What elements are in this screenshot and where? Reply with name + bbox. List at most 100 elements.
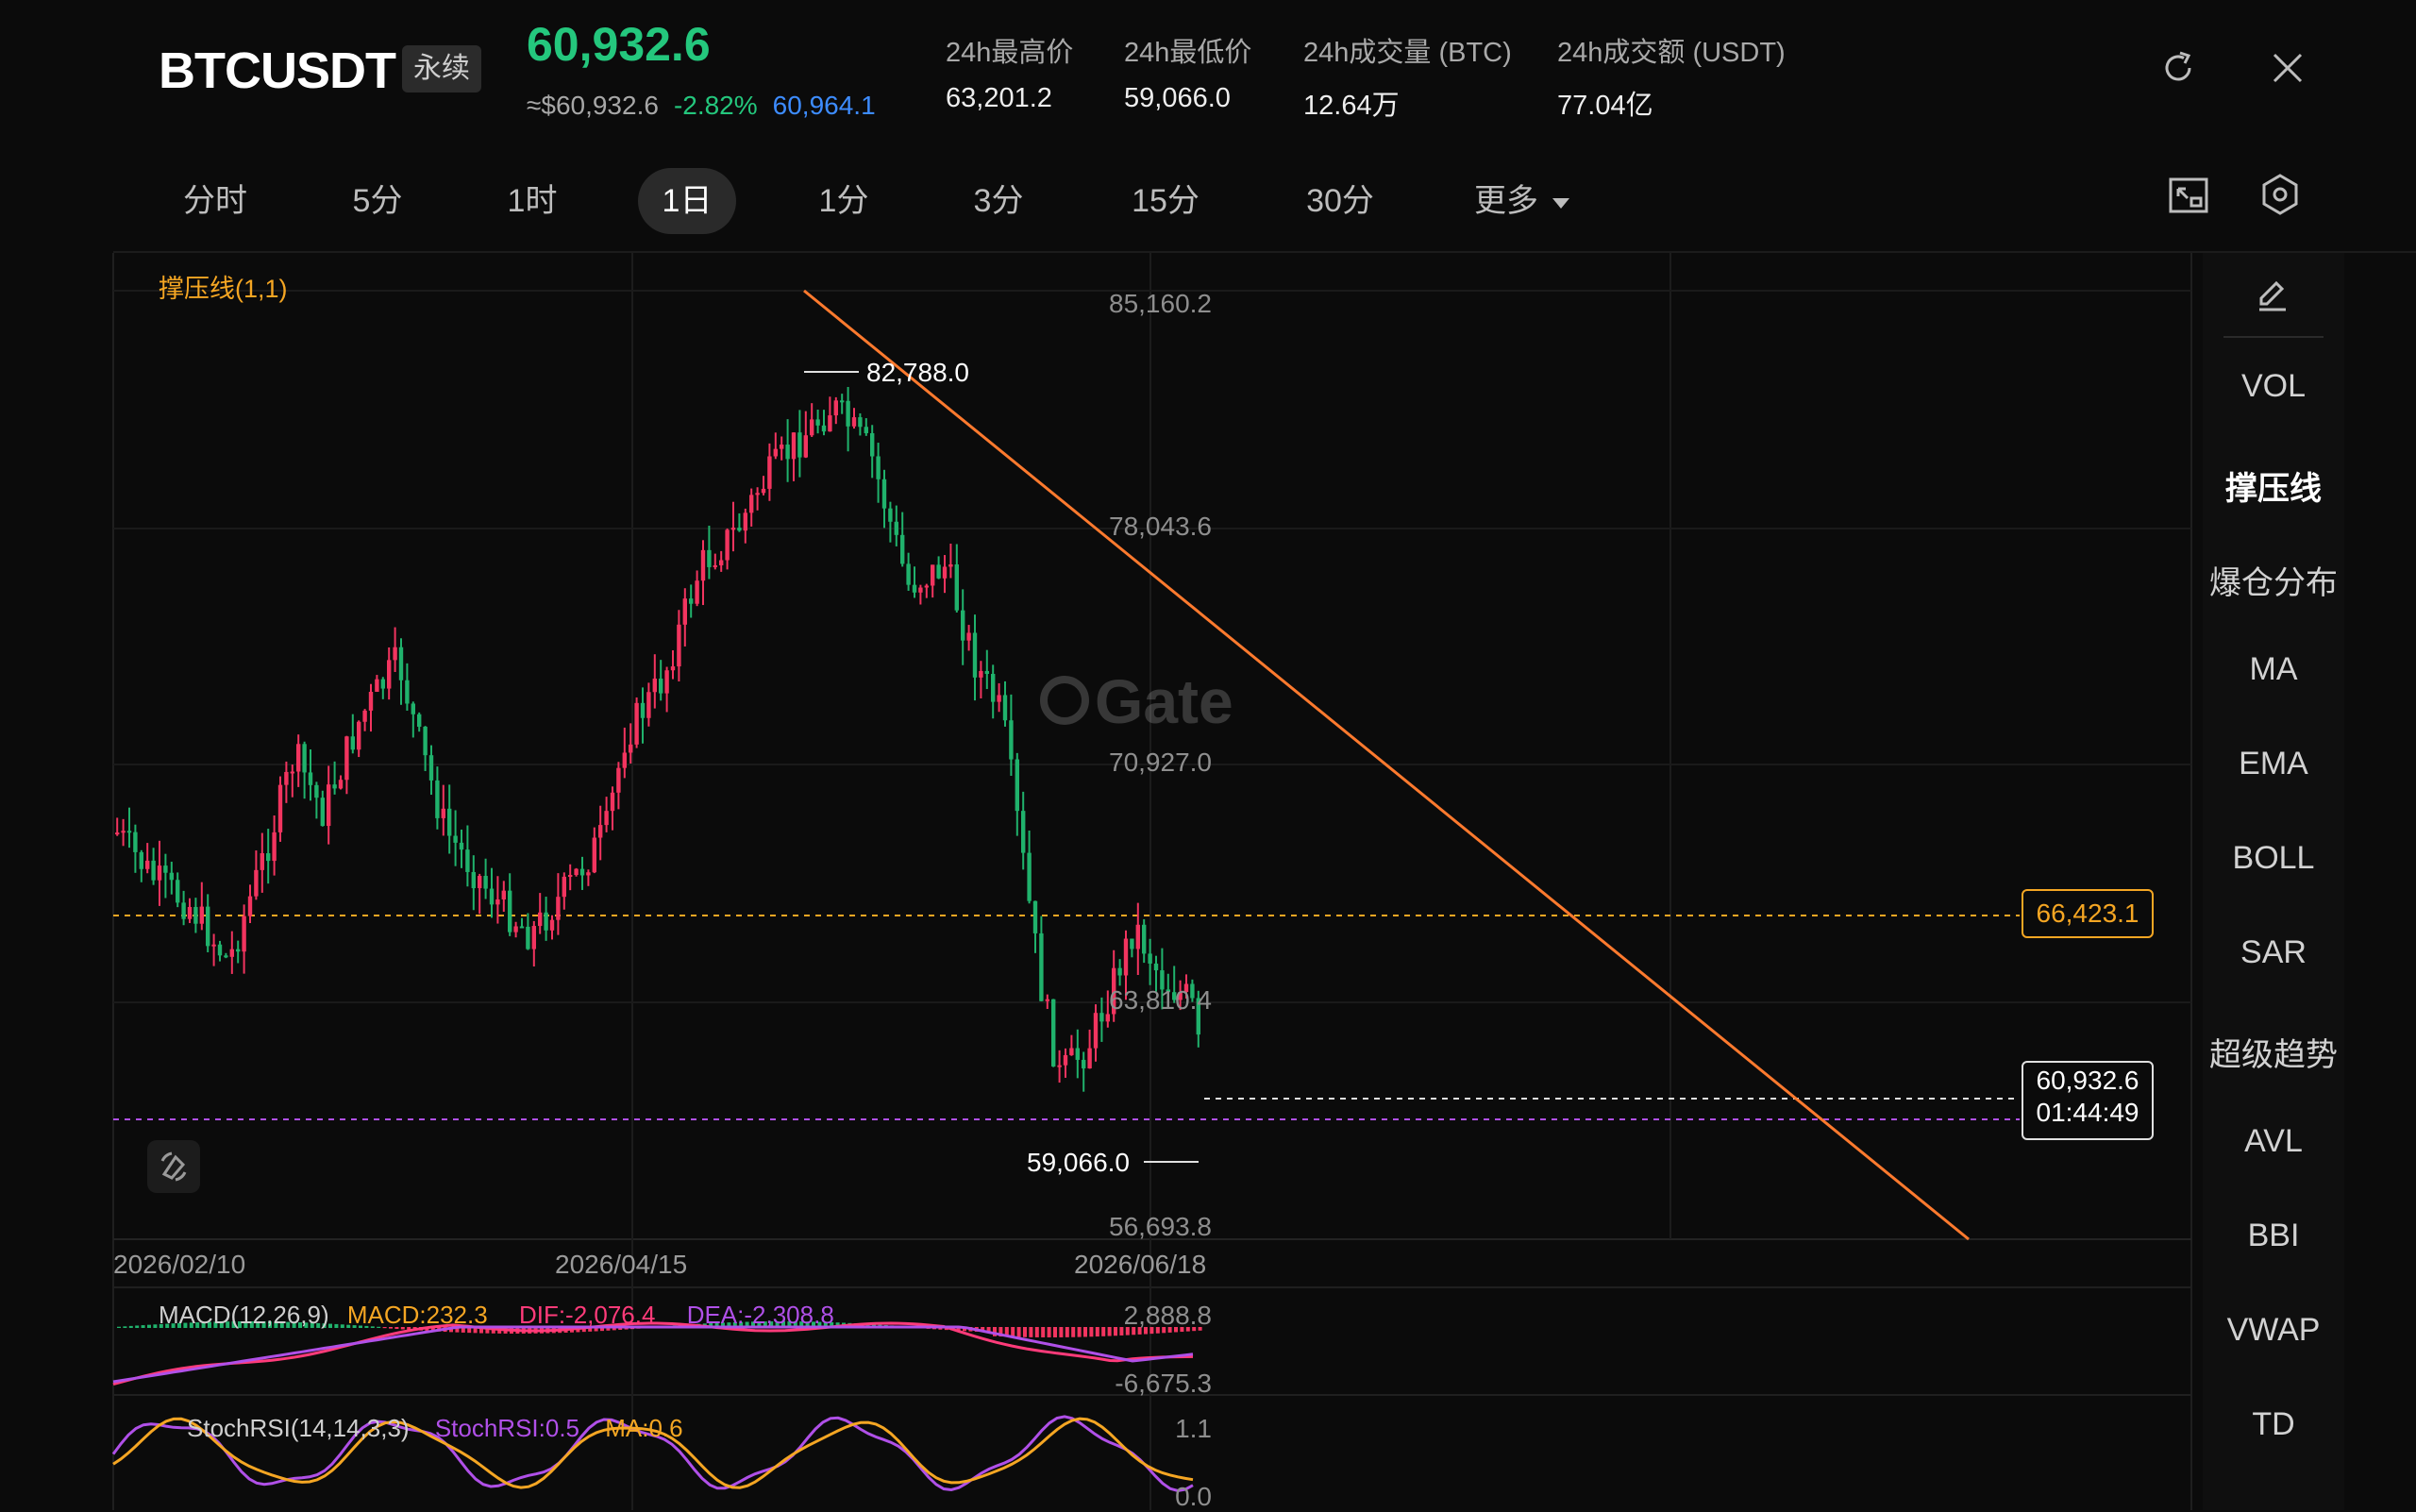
indicator-supertrend[interactable]: 超级趋势 <box>2209 1037 2338 1073</box>
stat-24h-turnover: 24h成交额 (USDT) 77.04亿 <box>1557 30 1786 123</box>
candle-body <box>526 926 530 949</box>
candle-body <box>1082 1059 1086 1068</box>
macd-histogram-bar <box>292 1321 296 1328</box>
indicator-bbi[interactable]: BBI <box>2247 1218 2300 1253</box>
macd-histogram-bar <box>1132 1327 1136 1336</box>
candle-body <box>121 831 126 833</box>
macd-histogram-bar <box>249 1321 254 1328</box>
sidebar-divider <box>2223 336 2324 338</box>
current-price-tag: 60,932.6 01:44:49 <box>2022 1061 2154 1140</box>
candle-body <box>810 419 814 436</box>
dea-line <box>112 1325 1194 1384</box>
indicator-vwap[interactable]: VWAP <box>2226 1312 2321 1348</box>
refresh-icon[interactable] <box>2157 47 2199 89</box>
candle-body <box>380 679 385 689</box>
support-resistance-tag: 66,423.1 <box>2022 889 2154 938</box>
timeframe-tab[interactable]: 1时 <box>507 183 558 219</box>
timeframe-tab[interactable]: 分时 <box>183 183 247 219</box>
timeframe-tab[interactable]: 5分 <box>352 183 403 219</box>
macd-histogram-bar <box>231 1321 236 1328</box>
macd-histogram-bar <box>1101 1327 1106 1336</box>
candle-body <box>284 771 289 785</box>
macd-histogram-bar <box>346 1324 351 1328</box>
candle-body <box>586 872 591 876</box>
macd-histogram-bar <box>805 1321 810 1328</box>
candle-body <box>659 678 663 694</box>
macd-histogram-bar <box>310 1322 314 1328</box>
candle-body <box>260 853 264 870</box>
timeframe-tab[interactable]: 15分 <box>1132 183 1200 219</box>
candlestick-series <box>115 386 1200 1092</box>
indicator-sar[interactable]: SAR <box>2240 934 2307 970</box>
low-marker: 59,066.0 <box>1027 1148 1199 1177</box>
indicator-avl[interactable]: AVL <box>2244 1123 2303 1159</box>
indicator-td[interactable]: TD <box>2252 1406 2295 1442</box>
stat-label: 24h最高价 <box>946 38 1074 68</box>
candle-body <box>664 670 669 694</box>
stochrsi-ma-line <box>112 1417 1194 1489</box>
candle-body <box>997 695 1001 702</box>
indicator-ema[interactable]: EMA <box>2239 746 2308 781</box>
macd-histogram-bar <box>1144 1327 1148 1335</box>
macd-histogram-bar <box>1053 1327 1057 1337</box>
macd-name: MACD(12,26,9) <box>159 1301 329 1329</box>
candle-body <box>652 678 657 693</box>
candle-body <box>966 632 971 641</box>
candle-body <box>1105 1014 1110 1022</box>
indicator-ma[interactable]: MA <box>2249 651 2298 687</box>
price-subrow: ≈$60,932.6 -2.82% 60,964.1 <box>527 91 891 121</box>
macd-histogram-bar <box>219 1321 224 1328</box>
candle-body <box>1160 970 1165 990</box>
macd-histogram-bar <box>286 1321 291 1328</box>
macd-histogram-bar <box>600 1327 604 1332</box>
indicator-vol[interactable]: VOL <box>2240 368 2307 404</box>
candle-body <box>780 445 784 449</box>
fullscreen-icon[interactable] <box>2167 174 2210 217</box>
divider <box>113 251 2416 253</box>
current-price-value: 60,932.6 <box>2036 1066 2139 1095</box>
macd-axis-top: 2,888.8 <box>1123 1301 1212 1330</box>
macd-histogram-bar <box>981 1327 985 1333</box>
candle-body <box>924 585 929 588</box>
price-axis-label: 56,693.8 <box>1109 1212 1212 1241</box>
candle-body <box>368 692 374 711</box>
candle-body <box>362 710 367 722</box>
candle-body <box>1153 963 1159 971</box>
timeframe-tab-active[interactable]: 1日 <box>638 168 736 234</box>
macd-histogram-bar <box>757 1321 762 1328</box>
candle-body <box>169 872 174 881</box>
indicator-liquidation-map[interactable]: 爆仓分布 <box>2209 565 2338 601</box>
indicator-support-resistance[interactable]: 撑压线 <box>2225 471 2322 507</box>
macd-histogram-bar <box>128 1325 133 1328</box>
candle-body <box>737 528 742 531</box>
candle-body <box>876 456 881 479</box>
candle-body <box>266 853 271 862</box>
indicator-boll[interactable]: BOLL <box>2232 840 2315 876</box>
candle-body <box>181 902 186 919</box>
timeframe-tab[interactable]: 30分 <box>1306 183 1374 219</box>
macd-histogram-bar <box>1174 1327 1178 1333</box>
close-icon[interactable] <box>2269 49 2307 87</box>
timeframe-tab[interactable]: 1分 <box>818 183 869 219</box>
more-label: 更多 <box>1474 183 1538 219</box>
candle-body <box>610 792 615 812</box>
timeframe-tab[interactable]: 3分 <box>973 183 1024 219</box>
draw-tools-icon <box>160 1151 187 1182</box>
macd-histogram-bar <box>1095 1327 1099 1337</box>
macd-histogram-bar <box>364 1325 369 1328</box>
macd-histogram-bar <box>243 1321 248 1328</box>
symbol-title[interactable]: BTCUSDT <box>159 42 396 99</box>
candle-body <box>211 944 216 947</box>
price-axis-label: 78,043.6 <box>1109 512 1212 541</box>
drawing-tools-toggle[interactable] <box>147 1140 200 1193</box>
macd-histogram-bar <box>823 1321 828 1328</box>
more-timeframes-button[interactable]: 更多 <box>1474 168 1587 234</box>
settings-icon[interactable] <box>2257 172 2303 217</box>
macd-histogram-bar <box>268 1321 272 1328</box>
macd-histogram-bar <box>135 1325 140 1328</box>
stochrsi-legend: StochRSI(14,14,3,3) StochRSI:0.5 MA:0.6 <box>187 1414 683 1443</box>
macd-histogram-bar <box>147 1324 151 1328</box>
candle-body <box>821 425 827 432</box>
edit-pencil-icon[interactable] <box>2252 274 2293 315</box>
